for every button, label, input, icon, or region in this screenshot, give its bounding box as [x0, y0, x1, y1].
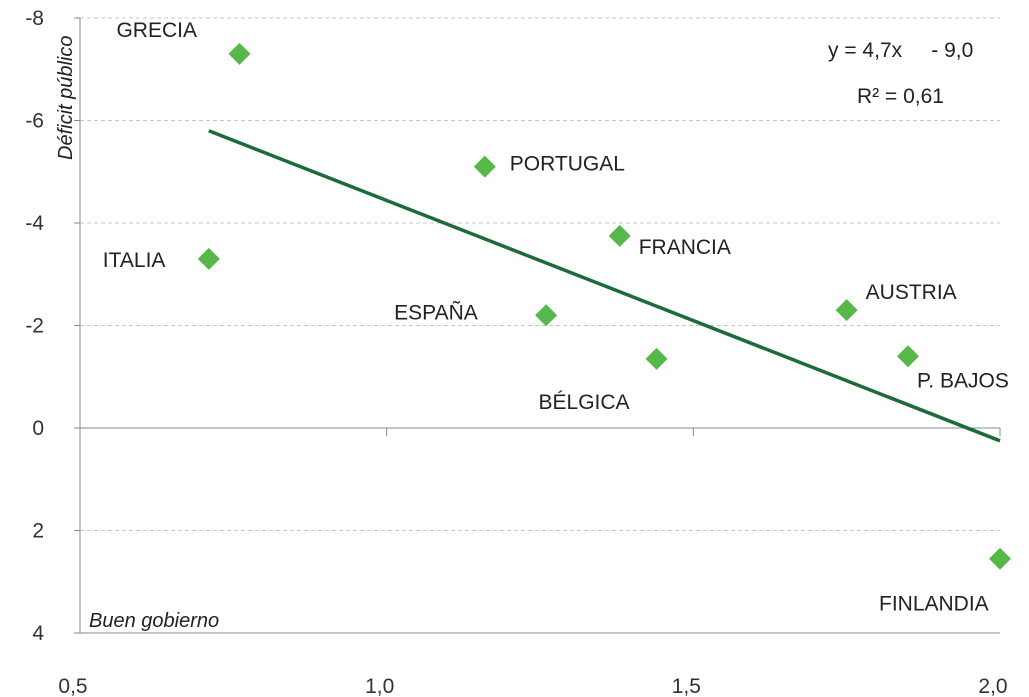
y-tick-label: -4 [25, 212, 44, 235]
data-point [535, 304, 558, 327]
y-axis-title: Déficit público [55, 35, 77, 160]
x-tick-label: 0,5 [58, 675, 87, 697]
y-tick-label: 2 [32, 520, 44, 543]
y-tick-label: -2 [25, 315, 44, 338]
trendline-group [208, 129, 1001, 443]
data-point [228, 42, 251, 65]
data-point [989, 547, 1011, 570]
y-tick-label: -8 [25, 7, 44, 30]
data-points [197, 42, 1011, 570]
r-squared: R² = 0,61 [857, 85, 944, 108]
axes: -8 -6 -4 -2 0 2 4 0,5 1,0 1,5 2,0 [25, 7, 1007, 697]
point-labels: GRECIA ITALIA PORTUGAL FRANCIA ESPAÑA BÉLGICA… [103, 19, 1009, 616]
gridlines [80, 17, 1000, 531]
data-point [608, 224, 631, 247]
data-point [645, 347, 668, 370]
point-label: BÉLGICA [539, 391, 630, 414]
x-tick-label: 1,5 [672, 675, 701, 697]
point-label: GRECIA [116, 19, 197, 42]
point-label: PORTUGAL [510, 153, 625, 176]
data-point [897, 345, 919, 368]
y-tick-label: 4 [32, 622, 44, 645]
point-label: AUSTRIA [866, 281, 957, 304]
point-label: FRANCIA [639, 236, 731, 259]
x-axis-title: Buen gobierno [89, 610, 219, 632]
data-point [197, 247, 220, 270]
trend-equation: y = 4,7x - 9,0 [828, 39, 973, 62]
point-label: FINLANDIA [879, 593, 989, 616]
point-label: P. BAJOS [917, 369, 1009, 392]
x-tick-label: 2,0 [978, 675, 1007, 697]
point-label: ITALIA [103, 249, 166, 272]
point-label: ESPAÑA [394, 300, 478, 324]
trendline [208, 129, 1001, 443]
y-tick-label: -6 [25, 110, 44, 133]
y-tick-label: 0 [32, 417, 44, 440]
x-tick-label: 1,0 [365, 675, 394, 697]
data-point [835, 299, 858, 322]
data-point [473, 155, 496, 178]
